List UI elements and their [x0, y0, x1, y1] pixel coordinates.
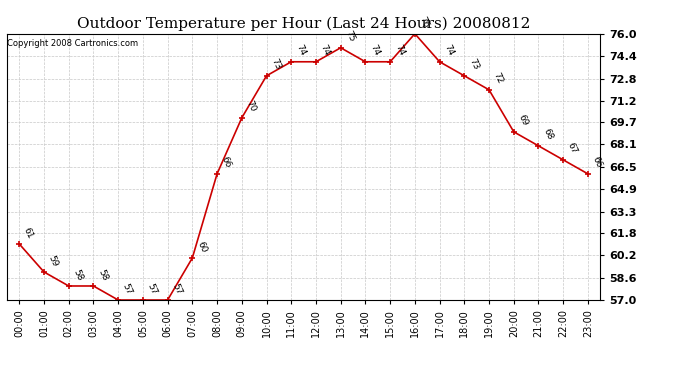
Text: 74: 74 — [393, 44, 406, 58]
Text: 70: 70 — [244, 99, 257, 114]
Text: 66: 66 — [591, 156, 604, 170]
Text: 75: 75 — [344, 29, 357, 44]
Text: 57: 57 — [170, 282, 184, 296]
Text: 68: 68 — [541, 128, 554, 142]
Text: 74: 74 — [294, 44, 307, 58]
Text: 58: 58 — [96, 268, 109, 282]
Text: 60: 60 — [195, 240, 208, 254]
Text: 73: 73 — [467, 57, 480, 72]
Text: 74: 74 — [442, 44, 455, 58]
Text: 76: 76 — [417, 15, 431, 30]
Title: Outdoor Temperature per Hour (Last 24 Hours) 20080812: Outdoor Temperature per Hour (Last 24 Ho… — [77, 17, 531, 31]
Text: 73: 73 — [269, 57, 282, 72]
Text: 57: 57 — [121, 282, 134, 296]
Text: 67: 67 — [566, 141, 579, 156]
Text: 59: 59 — [47, 254, 60, 268]
Text: 74: 74 — [319, 44, 332, 58]
Text: Copyright 2008 Cartronics.com: Copyright 2008 Cartronics.com — [8, 39, 139, 48]
Text: 57: 57 — [146, 282, 159, 296]
Text: 66: 66 — [220, 156, 233, 170]
Text: 72: 72 — [492, 72, 505, 86]
Text: 61: 61 — [22, 225, 35, 240]
Text: 74: 74 — [368, 44, 381, 58]
Text: 58: 58 — [72, 268, 84, 282]
Text: 69: 69 — [517, 114, 529, 128]
